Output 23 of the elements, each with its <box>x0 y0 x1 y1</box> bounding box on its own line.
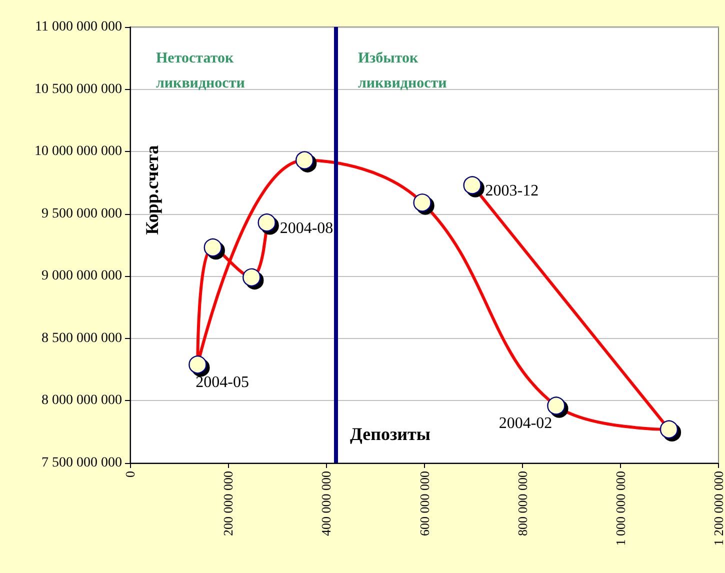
x-tick-label: 600 000 000 <box>416 471 432 536</box>
x-tick-label: 400 000 000 <box>318 471 334 536</box>
x-tick-label: 1 200 000 000 <box>711 471 725 546</box>
x-tick-label: 1 000 000 000 <box>612 471 628 546</box>
y-axis-title: Корр.счета <box>142 145 162 235</box>
x-tick-label: 0 <box>122 471 138 478</box>
y-tick-label: 8 500 000 000 <box>42 330 122 346</box>
y-tick-label: 8 000 000 000 <box>42 393 122 408</box>
annotation: 2004-08 <box>280 220 334 238</box>
annotation: 2003-12 <box>485 182 539 200</box>
x-tick-label: 800 000 000 <box>514 471 530 536</box>
y-tick-label: 9 500 000 000 <box>42 206 122 222</box>
y-tick-label: 10 500 000 000 <box>34 82 122 97</box>
y-tick-label: 11 000 000 000 <box>35 20 122 34</box>
annotation: 2004-05 <box>196 374 250 392</box>
x-tick-label: 200 000 000 <box>220 471 236 536</box>
y-tick-label: 9 000 000 000 <box>42 268 122 284</box>
annotation: Избыток ликвидности <box>358 50 448 92</box>
y-tick-label: 10 000 000 000 <box>34 144 122 160</box>
y-tick-label: 7 500 000 000 <box>42 456 122 470</box>
annotation: 2004-02 <box>498 415 552 432</box>
annotation: Нетостаток ликвидности <box>156 50 246 92</box>
x-axis-title: Депозиты <box>350 424 430 444</box>
